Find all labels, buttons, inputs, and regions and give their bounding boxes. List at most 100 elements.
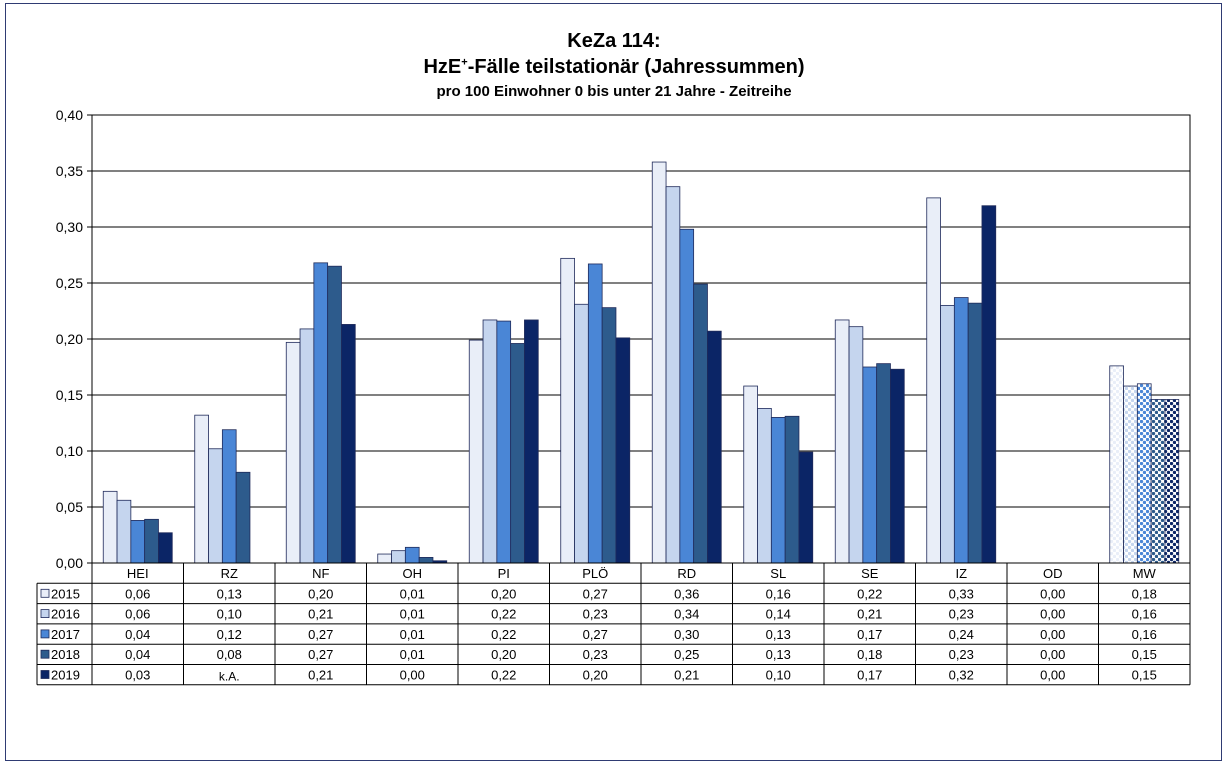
y-tick-label: 0,25 — [56, 275, 83, 291]
data-label: 0,27 — [583, 627, 608, 642]
bar — [940, 304, 955, 564]
data-label: 0,10 — [217, 607, 242, 622]
category-label: MW — [1133, 566, 1157, 581]
data-label: 0,20 — [491, 586, 516, 601]
data-label: 0,21 — [857, 607, 882, 622]
data-label: 0,00 — [1040, 627, 1065, 642]
bar — [651, 161, 667, 564]
bar — [1136, 383, 1152, 564]
bar — [299, 328, 315, 564]
data-label: 0,13 — [766, 647, 791, 662]
bar — [116, 499, 132, 564]
data-label: k.A. — [219, 670, 240, 684]
data-label: 0,16 — [1132, 627, 1157, 642]
bar — [615, 337, 631, 564]
bar — [1123, 385, 1138, 564]
bar — [482, 319, 498, 564]
bar — [391, 550, 406, 564]
bar — [1164, 399, 1180, 564]
subtitle-main: HzE — [423, 56, 462, 78]
category-label: SL — [770, 566, 786, 581]
data-label: 0,34 — [674, 607, 699, 622]
bar — [496, 320, 512, 564]
data-label: 0,14 — [766, 607, 791, 622]
data-label: 0,23 — [949, 647, 974, 662]
category-label: IZ — [955, 566, 967, 581]
bar — [404, 546, 420, 564]
bar — [665, 186, 681, 564]
bar — [377, 553, 392, 564]
data-label: 0,01 — [400, 647, 425, 662]
data-label: 0,22 — [491, 668, 516, 683]
category-label: NF — [312, 566, 329, 581]
data-label: 0,18 — [1132, 586, 1157, 601]
category-label: HEI — [127, 566, 149, 581]
legend-label: 2018 — [51, 647, 80, 662]
bar — [862, 366, 878, 564]
bar — [144, 518, 159, 564]
data-label: 0,17 — [857, 627, 882, 642]
data-label: 0,18 — [857, 647, 882, 662]
data-label: 0,23 — [583, 607, 608, 622]
bar — [693, 283, 708, 564]
data-label: 0,03 — [125, 668, 150, 683]
data-label: 0,27 — [583, 586, 608, 601]
data-label: 0,04 — [125, 627, 150, 642]
data-label: 0,20 — [491, 647, 516, 662]
bar — [834, 319, 850, 564]
bar — [341, 324, 356, 564]
legend-key — [40, 609, 50, 618]
data-label: 0,01 — [400, 627, 425, 642]
data-label: 0,12 — [217, 627, 242, 642]
bar — [757, 408, 772, 564]
data-label: 0,00 — [1040, 668, 1065, 683]
data-label: 0,13 — [217, 586, 242, 601]
data-label: 0,04 — [125, 647, 150, 662]
bar — [770, 416, 786, 564]
bar — [130, 520, 146, 564]
category-label: PI — [498, 566, 510, 581]
bar — [601, 307, 617, 564]
legend-key — [40, 588, 50, 598]
data-label: 0,22 — [491, 607, 516, 622]
chart-subtitle: HzE+-Fälle teilstationär (Jahressummen) — [0, 56, 1228, 79]
data-label: 0,33 — [949, 586, 974, 601]
legend-label: 2016 — [51, 607, 80, 622]
bar — [158, 532, 173, 564]
data-label: 0,00 — [1040, 586, 1065, 601]
y-tick-label: 0,15 — [56, 387, 83, 403]
data-label: 0,00 — [1040, 647, 1065, 662]
data-label: 0,32 — [949, 668, 974, 683]
data-label: 0,22 — [491, 627, 516, 642]
data-label: 0,30 — [674, 627, 699, 642]
data-label: 0,15 — [1132, 668, 1157, 683]
bar — [953, 297, 969, 564]
y-tick-label: 0,00 — [56, 555, 83, 571]
bar — [784, 415, 800, 564]
bar — [102, 490, 118, 564]
data-label: 0,13 — [766, 627, 791, 642]
bar — [574, 303, 589, 564]
y-tick-label: 0,30 — [56, 219, 83, 235]
chart-subtitle-2: pro 100 Einwohner 0 bis unter 21 Jahre -… — [436, 83, 792, 100]
y-tick-label: 0,10 — [56, 443, 83, 459]
data-label: 0,21 — [308, 607, 333, 622]
bar — [194, 414, 209, 564]
data-label: 0,20 — [583, 668, 608, 683]
legend-key — [40, 670, 50, 679]
bar — [876, 363, 891, 564]
data-label: 0,24 — [949, 627, 974, 642]
data-label: 0,17 — [857, 668, 882, 683]
subtitle-rest: -Fälle teilstationär (Jahressummen) — [467, 56, 805, 78]
data-label: 0,20 — [308, 586, 333, 601]
data-label: 0,16 — [1132, 607, 1157, 622]
bar — [1150, 399, 1166, 564]
bar — [890, 368, 905, 564]
data-label: 0,23 — [949, 607, 974, 622]
bar — [707, 330, 722, 564]
y-tick-label: 0,40 — [56, 107, 83, 123]
bar — [327, 265, 342, 564]
data-label: 0,01 — [400, 607, 425, 622]
bar — [313, 262, 329, 564]
data-label: 0,22 — [857, 586, 882, 601]
